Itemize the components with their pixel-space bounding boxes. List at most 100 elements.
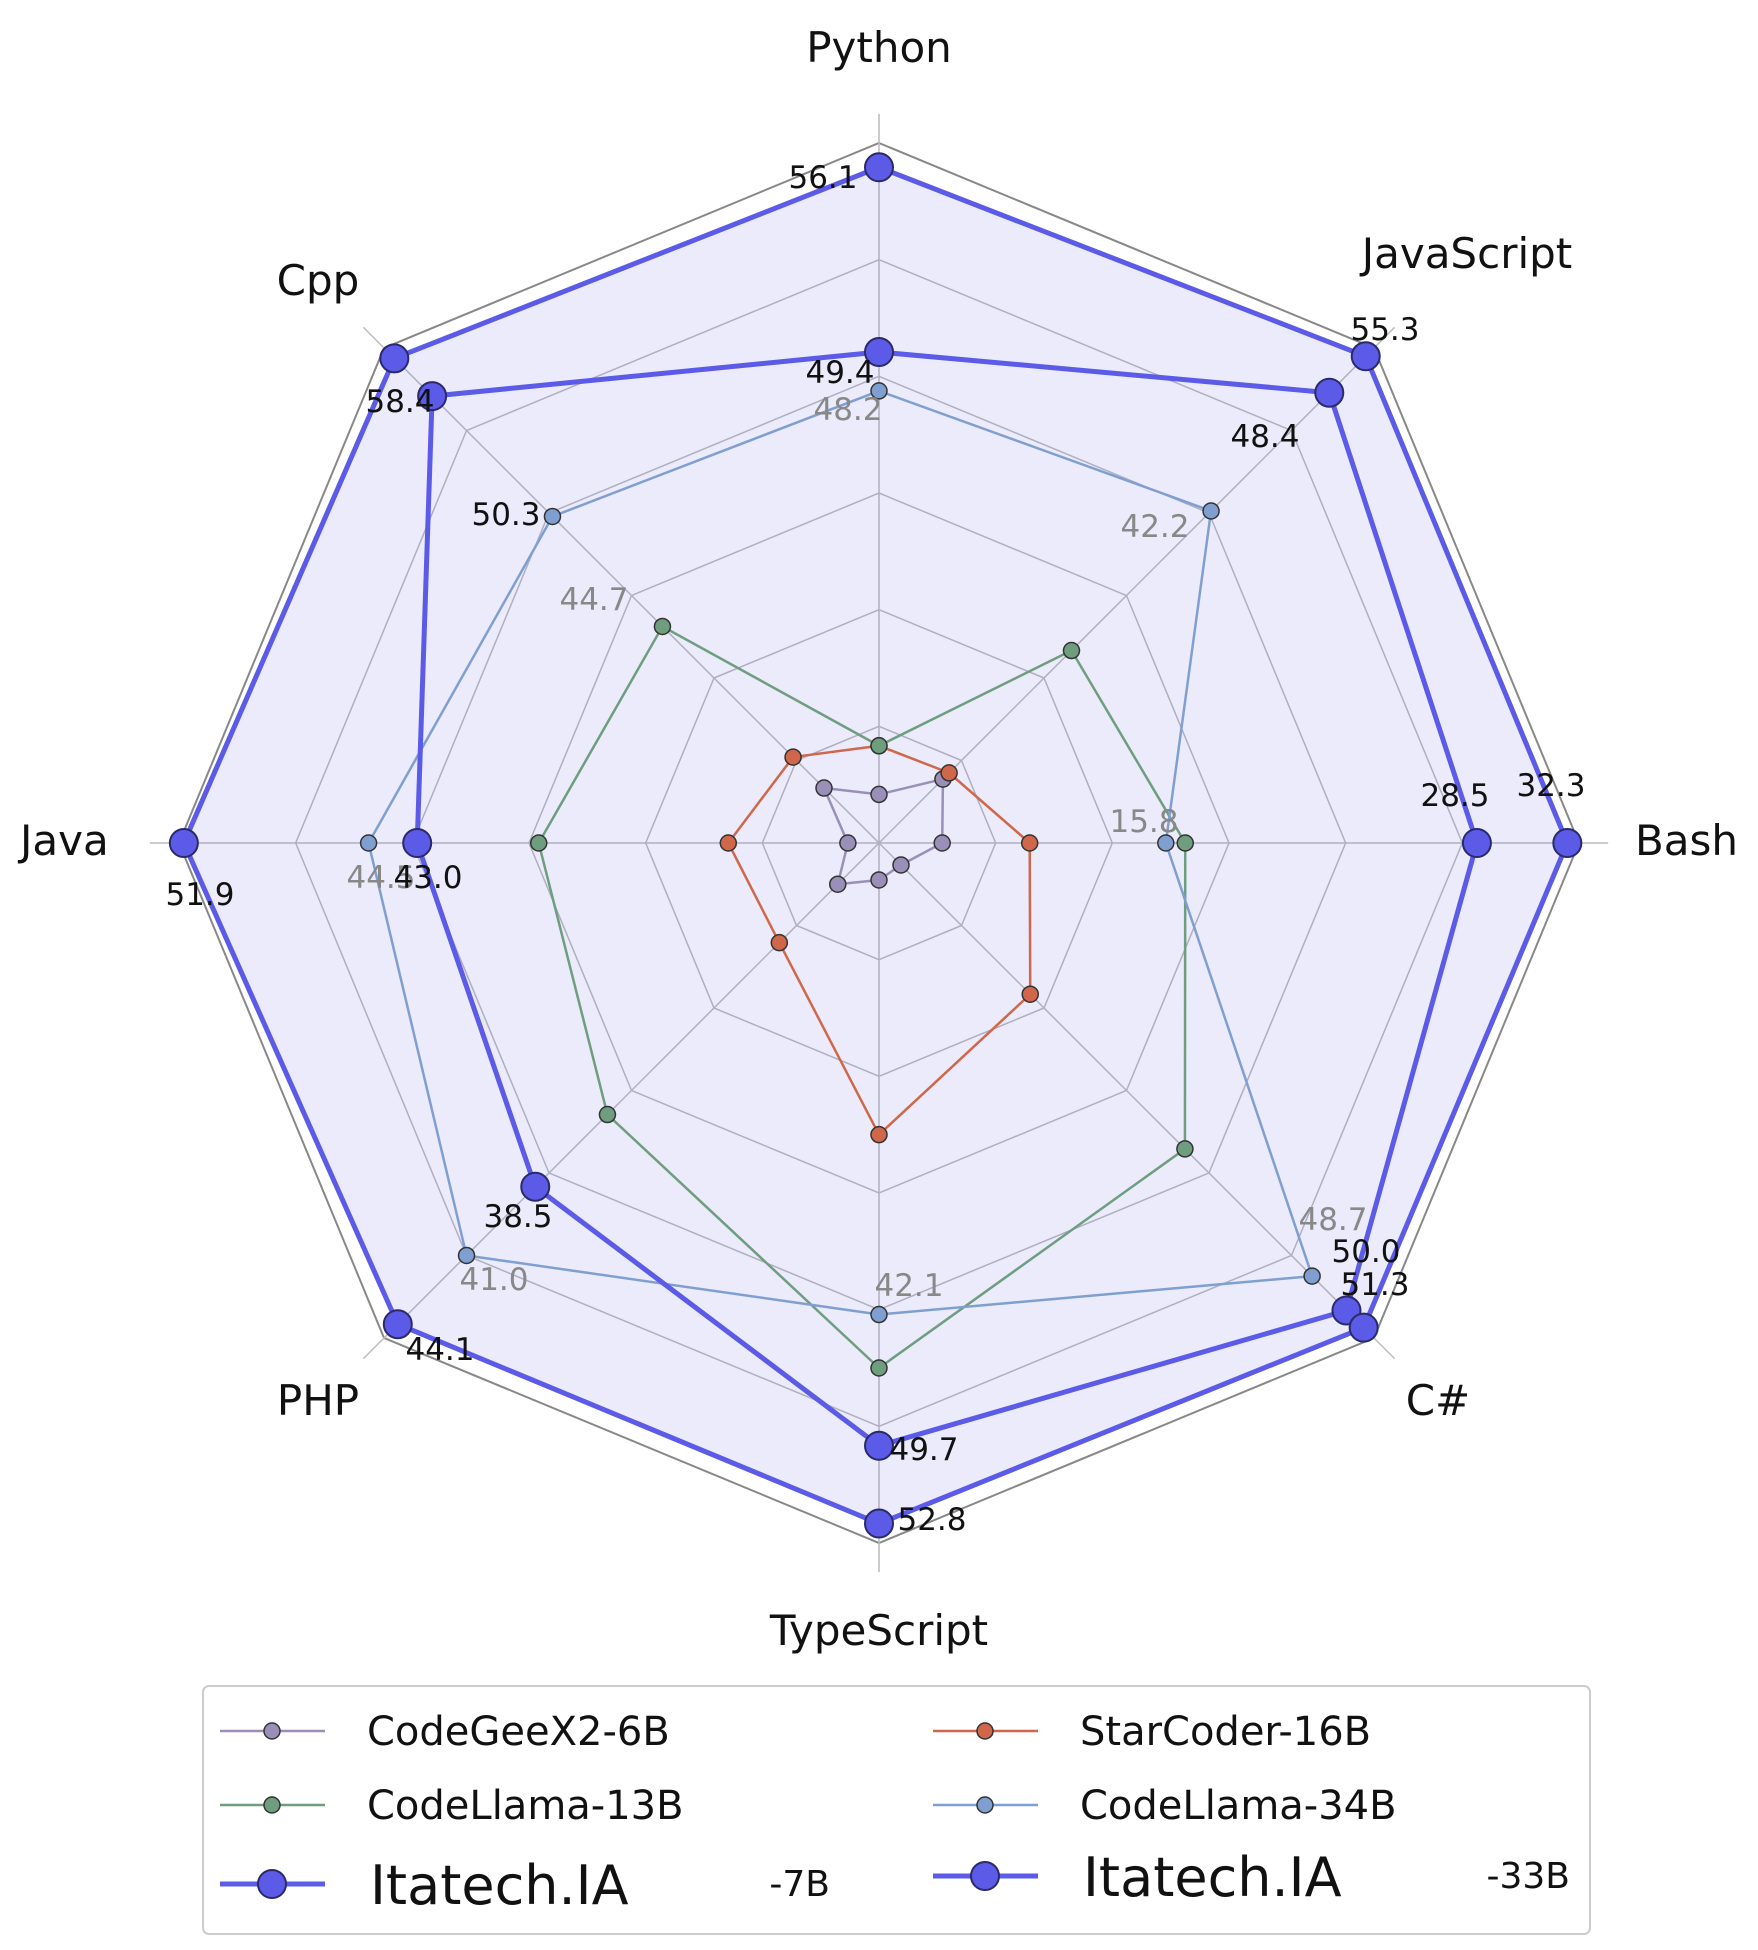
value-label-itatech-ia-33b-php: 44.1	[405, 1332, 474, 1368]
value-label-itatech-ia-33b-javascript: 55.3	[1350, 312, 1419, 348]
point-itatech-ia-7b-bash	[1461, 828, 1492, 858]
value-label-itatech-ia-7b-php: 38.5	[483, 1199, 552, 1235]
point-codellama-13b-php	[598, 1105, 617, 1124]
legend-label: CodeLlama-34B	[1080, 1783, 1397, 1829]
point-codellama-13b-javascript	[1062, 641, 1081, 660]
point-itatech-ia-7b-typescript	[864, 1430, 894, 1461]
point-itatech-ia-33b-bash	[1552, 828, 1583, 858]
point-itatech-ia-33b-typescript	[864, 1508, 894, 1539]
point-starcoder-16b-cpp	[784, 748, 802, 766]
value-label-codellama-34b-java: 44.5	[346, 860, 415, 896]
legend: CodeGeeX2-6B StarCoder-16B CodeLlama-13B Co…	[202, 1685, 1591, 1935]
point-codegeex2-6b-typescript	[870, 871, 888, 889]
value-label-itatech-ia-7b-python: 49.4	[805, 355, 874, 391]
value-label-codellama-34b-typescript: 42.1	[874, 1268, 943, 1304]
legend-swatch-marker	[976, 1722, 994, 1740]
series-codegeex2-6b	[815, 770, 952, 893]
legend-item-starcoder-16b: StarCoder-16B	[933, 1709, 1371, 1755]
point-itatech-ia-33b-cpp	[379, 343, 410, 374]
point-codellama-13b-python	[870, 737, 888, 755]
point-itatech-ia-7b-cpp	[417, 381, 448, 412]
value-label-itatech-ia-33b-cpp: 58.4	[365, 384, 434, 420]
legend-swatch-marker	[263, 1796, 281, 1814]
legend-swatch-marker	[970, 1861, 1000, 1891]
axis-label-typescript: TypeScript	[769, 1606, 988, 1655]
legend-label-suffix: -33B	[1487, 1856, 1571, 1897]
point-itatech-ia-7b-java	[402, 828, 433, 858]
point-starcoder-16b-php	[770, 933, 789, 952]
series-itatech-ia-33b	[168, 152, 1583, 1539]
legend-label: CodeLlama-13B	[367, 1783, 684, 1829]
legend-label: Itatech.IA	[370, 1854, 629, 1917]
value-label-itatech-ia-33b-c: 51.3	[1340, 1267, 1409, 1303]
value-label-codellama-34b-cpp: 44.7	[559, 582, 628, 618]
point-codellama-34b-c	[1303, 1267, 1321, 1285]
point-codegeex2-6b-cpp	[815, 779, 833, 797]
legend-swatch-marker	[976, 1796, 994, 1814]
axis-label-php: PHP	[277, 1376, 359, 1425]
axis-label-java: Java	[17, 816, 109, 865]
point-itatech-ia-7b-javascript	[1314, 377, 1345, 408]
point-codellama-34b-python	[870, 382, 888, 400]
series-itatech-ia-7b	[402, 337, 1492, 1461]
axis-labels: Python JavaScript Bash C# TypeScript PHP Java C…	[17, 23, 1738, 1655]
point-codellama-13b-java	[529, 834, 548, 852]
value-label-itatech-ia-33b-java: 51.9	[165, 877, 234, 913]
point-itatech-ia-33b-javascript	[1350, 341, 1381, 372]
legend-label: StarCoder-16B	[1080, 1709, 1371, 1755]
point-codellama-34b-javascript	[1202, 502, 1220, 520]
value-label-itatech-ia-7b-typescript: 49.7	[889, 1432, 958, 1468]
legend-item-itatech-ia-33b: Itatech.IA -33B	[933, 1846, 1570, 1909]
value-label-codellama-34b-javascript: 42.2	[1120, 509, 1189, 545]
point-codellama-13b-cpp	[653, 617, 672, 636]
legend-item-codellama-13b: CodeLlama-13B	[220, 1783, 684, 1829]
value-label-codellama-34b-php: 41.0	[459, 1262, 528, 1298]
axis-label-javascript: JavaScript	[1359, 229, 1573, 278]
value-label-itatech-ia-7b-javascript: 48.4	[1230, 419, 1299, 455]
point-codegeex2-6b-java	[839, 834, 857, 852]
point-codellama-13b-bash	[1176, 834, 1194, 852]
value-label-itatech-ia-33b-bash: 32.3	[1516, 768, 1585, 804]
legend-box	[202, 1685, 1591, 1935]
point-starcoder-16b-bash	[1020, 834, 1039, 852]
value-label-itatech-ia-33b-typescript: 52.8	[897, 1502, 966, 1538]
series-starcoder-16b	[719, 737, 1039, 1144]
point-codellama-13b-typescript	[870, 1359, 888, 1377]
point-itatech-ia-7b-python	[864, 337, 894, 368]
legend-label-suffix: -7B	[769, 1864, 830, 1905]
axis-label-cpp: Cpp	[277, 256, 360, 305]
point-codellama-34b-java	[359, 834, 378, 852]
radar-grid	[149, 113, 1609, 1573]
legend-swatch-marker	[263, 1722, 281, 1740]
point-itatech-ia-33b-java	[168, 828, 199, 858]
legend-item-codegeex2-6b: CodeGeeX2-6B	[220, 1709, 670, 1755]
axis-label-python: Python	[806, 23, 952, 72]
value-label-itatech-ia-7b-java: 43.0	[393, 860, 462, 896]
legend-swatch-marker	[257, 1869, 287, 1899]
point-itatech-ia-7b-php	[520, 1171, 551, 1202]
legend-item-codellama-34b: CodeLlama-34B	[933, 1783, 1397, 1829]
value-label-itatech-ia-7b-c: 50.0	[1331, 1234, 1400, 1270]
point-itatech-ia-33b-python	[864, 152, 894, 183]
radar-series	[168, 152, 1583, 1539]
series-codellama-13b	[529, 617, 1194, 1377]
point-starcoder-16b-typescript	[870, 1125, 888, 1144]
value-label-codellama-34b-python: 48.2	[813, 392, 882, 428]
value-label-codellama-34b-c: 48.7	[1298, 1202, 1367, 1238]
point-starcoder-16b-c	[1021, 985, 1039, 1003]
point-codellama-34b-php	[457, 1246, 476, 1265]
value-label-codellama-34b-bash: 15.8	[1109, 804, 1178, 840]
spoke-php	[362, 842, 880, 1360]
legend-label: CodeGeeX2-6B	[367, 1709, 670, 1755]
spoke-javascript	[878, 326, 1396, 844]
series-codellama-34b	[359, 382, 1321, 1324]
point-codegeex2-6b-python	[870, 785, 888, 804]
point-codellama-34b-cpp	[543, 507, 562, 526]
point-starcoder-16b-javascript	[940, 764, 958, 782]
value-label-itatech-ia-7b-cpp: 50.3	[471, 497, 540, 533]
point-codellama-13b-c	[1176, 1140, 1194, 1158]
point-codegeex2-6b-c	[892, 856, 910, 874]
axis-label-bash: Bash	[1635, 816, 1738, 865]
value-label-itatech-ia-33b-python: 56.1	[788, 160, 857, 196]
